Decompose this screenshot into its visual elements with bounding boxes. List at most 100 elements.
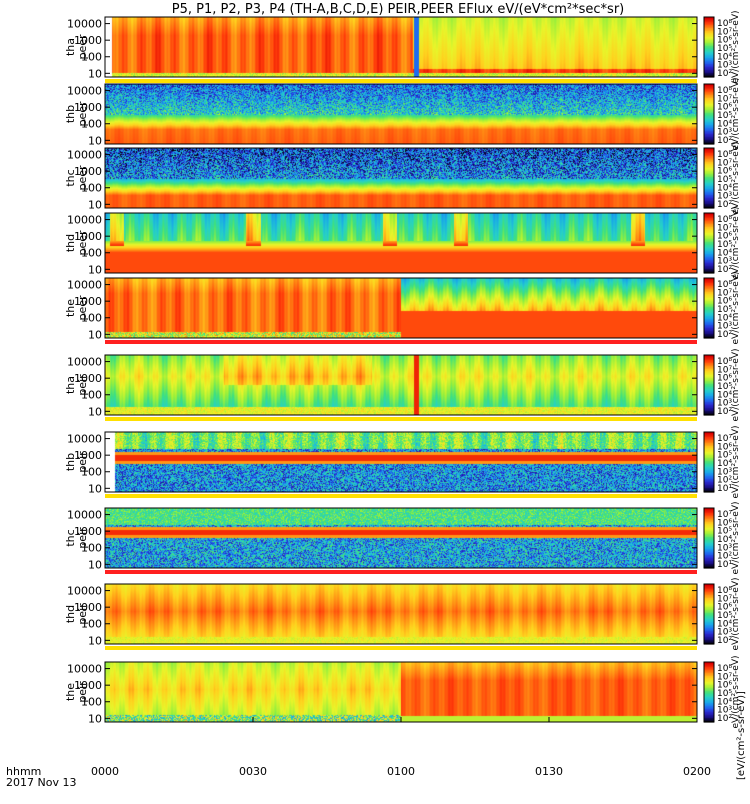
- colorbar-segment: [704, 100, 714, 103]
- colorbar-segment: [704, 71, 714, 74]
- colorbar-segment: [704, 508, 714, 511]
- colorbar-segment: [704, 439, 714, 442]
- colorbar-segment: [704, 199, 714, 202]
- colorbar-segment: [704, 392, 714, 395]
- y-tick-label: 1000: [74, 679, 102, 692]
- colorbar-segment: [704, 460, 714, 463]
- colorbar-segment: [704, 385, 714, 388]
- colorbar-segment: [704, 176, 714, 179]
- colorbar-segment: [704, 695, 714, 698]
- colorbar-segment: [704, 226, 714, 229]
- colorbar-segment: [704, 194, 714, 197]
- colorbar-segment: [704, 596, 714, 599]
- colorbar-tick-label: 10⁷: [717, 594, 732, 604]
- colorbar-tick-label: 10⁴: [717, 183, 732, 193]
- colorbar-units: eV/(cm²-s-sr-eV): [731, 10, 741, 83]
- colorbar-segment: [704, 614, 714, 617]
- x-tick-label: 0100: [387, 765, 415, 778]
- panel-4: the peer 10 100 1000 10000 10⁸10⁷10⁶10⁵10⁴10³1…: [64, 271, 741, 344]
- colorbar-segment: [704, 478, 714, 481]
- colorbar-segment: [704, 559, 714, 562]
- colorbar-tick-label: 10⁶: [717, 374, 732, 384]
- colorbar-units: eV/(cm²-s-sr-eV): [731, 77, 741, 150]
- separator-strip: [105, 417, 697, 421]
- colorbar-segment: [704, 88, 714, 91]
- panel-instrument-label: peer: [76, 34, 89, 60]
- colorbar-segment: [704, 306, 714, 309]
- colorbar-segment: [704, 409, 714, 412]
- colorbar-segment: [704, 106, 714, 109]
- colorbar-tick-label: 10⁸: [717, 280, 732, 290]
- colorbar-segment: [704, 394, 714, 397]
- colorbar-segment: [704, 618, 714, 621]
- colorbar-segment: [704, 191, 714, 194]
- colorbar-segment: [704, 708, 714, 711]
- colorbar-segment: [704, 593, 714, 596]
- colorbar-segment: [704, 632, 714, 635]
- colorbar-units: eV/(cm²-s-sr-eV): [731, 348, 741, 421]
- colorbar-segment: [704, 450, 714, 453]
- colorbar-segment: [704, 172, 714, 175]
- panel-instrument-label: peir: [76, 527, 89, 549]
- colorbar-segment: [704, 486, 714, 489]
- colorbar-segment: [704, 333, 714, 336]
- colorbar-segment: [704, 184, 714, 187]
- colorbar-tick-label: 10³: [717, 467, 732, 477]
- panel-instrument-label: peer: [76, 101, 89, 127]
- colorbar-segment: [704, 701, 714, 704]
- colorbar-segment: [704, 268, 714, 271]
- colorbar-segment: [704, 136, 714, 139]
- colorbar-segment: [704, 152, 714, 155]
- spectrogram-image: [105, 148, 697, 208]
- colorbar-tick-label: 10⁵: [717, 111, 732, 121]
- colorbar-segment: [704, 554, 714, 557]
- colorbar-segment: [704, 302, 714, 305]
- colorbar-segment: [704, 281, 714, 284]
- colorbar-segment: [704, 290, 714, 293]
- colorbar-frame: [703, 83, 715, 145]
- colorbar-segment: [704, 169, 714, 172]
- colorbar-tick-label: 10⁵: [717, 305, 732, 315]
- colorbar-segment: [704, 671, 714, 674]
- separator-strip: [105, 646, 697, 650]
- colorbar-segment: [704, 118, 714, 121]
- colorbar-segment: [704, 287, 714, 290]
- colorbar-segment: [704, 373, 714, 376]
- colorbar-segment: [704, 602, 714, 605]
- x-axis-label: hhmm: [6, 765, 41, 778]
- colorbar-frame: [703, 661, 715, 723]
- colorbar-segment: [704, 389, 714, 392]
- x-axis-date: 2017 Nov 13: [6, 776, 76, 789]
- colorbar-tick-label: 10²: [717, 552, 732, 562]
- colorbar-segment: [704, 300, 714, 303]
- colorbar-segment: [704, 591, 714, 594]
- colorbar-segment: [704, 133, 714, 136]
- colorbar-segment: [704, 527, 714, 530]
- colorbar-segment: [704, 605, 714, 608]
- colorbar-segment: [704, 365, 714, 368]
- colorbar-segment: [704, 669, 714, 672]
- colorbar-segment: [704, 480, 714, 483]
- y-tick-label: 10000: [67, 85, 102, 98]
- colorbar-segment: [704, 234, 714, 237]
- colorbar-segment: [704, 668, 714, 671]
- panel-2: thc peer 10 100 1000 10000 10⁸10⁷10⁶10⁵10⁴10³1…: [64, 141, 741, 214]
- colorbar-segment: [704, 514, 714, 517]
- colorbar-segment: [704, 412, 714, 415]
- panel-frame: [104, 147, 698, 209]
- colorbar-segment: [704, 54, 714, 57]
- colorbar-segment: [704, 53, 714, 56]
- colorbar-segment: [704, 32, 714, 35]
- colorbar-segment: [704, 90, 714, 93]
- colorbar-segment: [704, 94, 714, 97]
- colorbar-tick-label: 10⁴: [717, 313, 732, 323]
- colorbar-segment: [704, 404, 714, 407]
- colorbar-segment: [704, 462, 714, 465]
- colorbar-segment: [704, 62, 714, 65]
- colorbar-segment: [704, 188, 714, 191]
- colorbar-segment: [704, 665, 714, 668]
- colorbar-segment: [704, 359, 714, 362]
